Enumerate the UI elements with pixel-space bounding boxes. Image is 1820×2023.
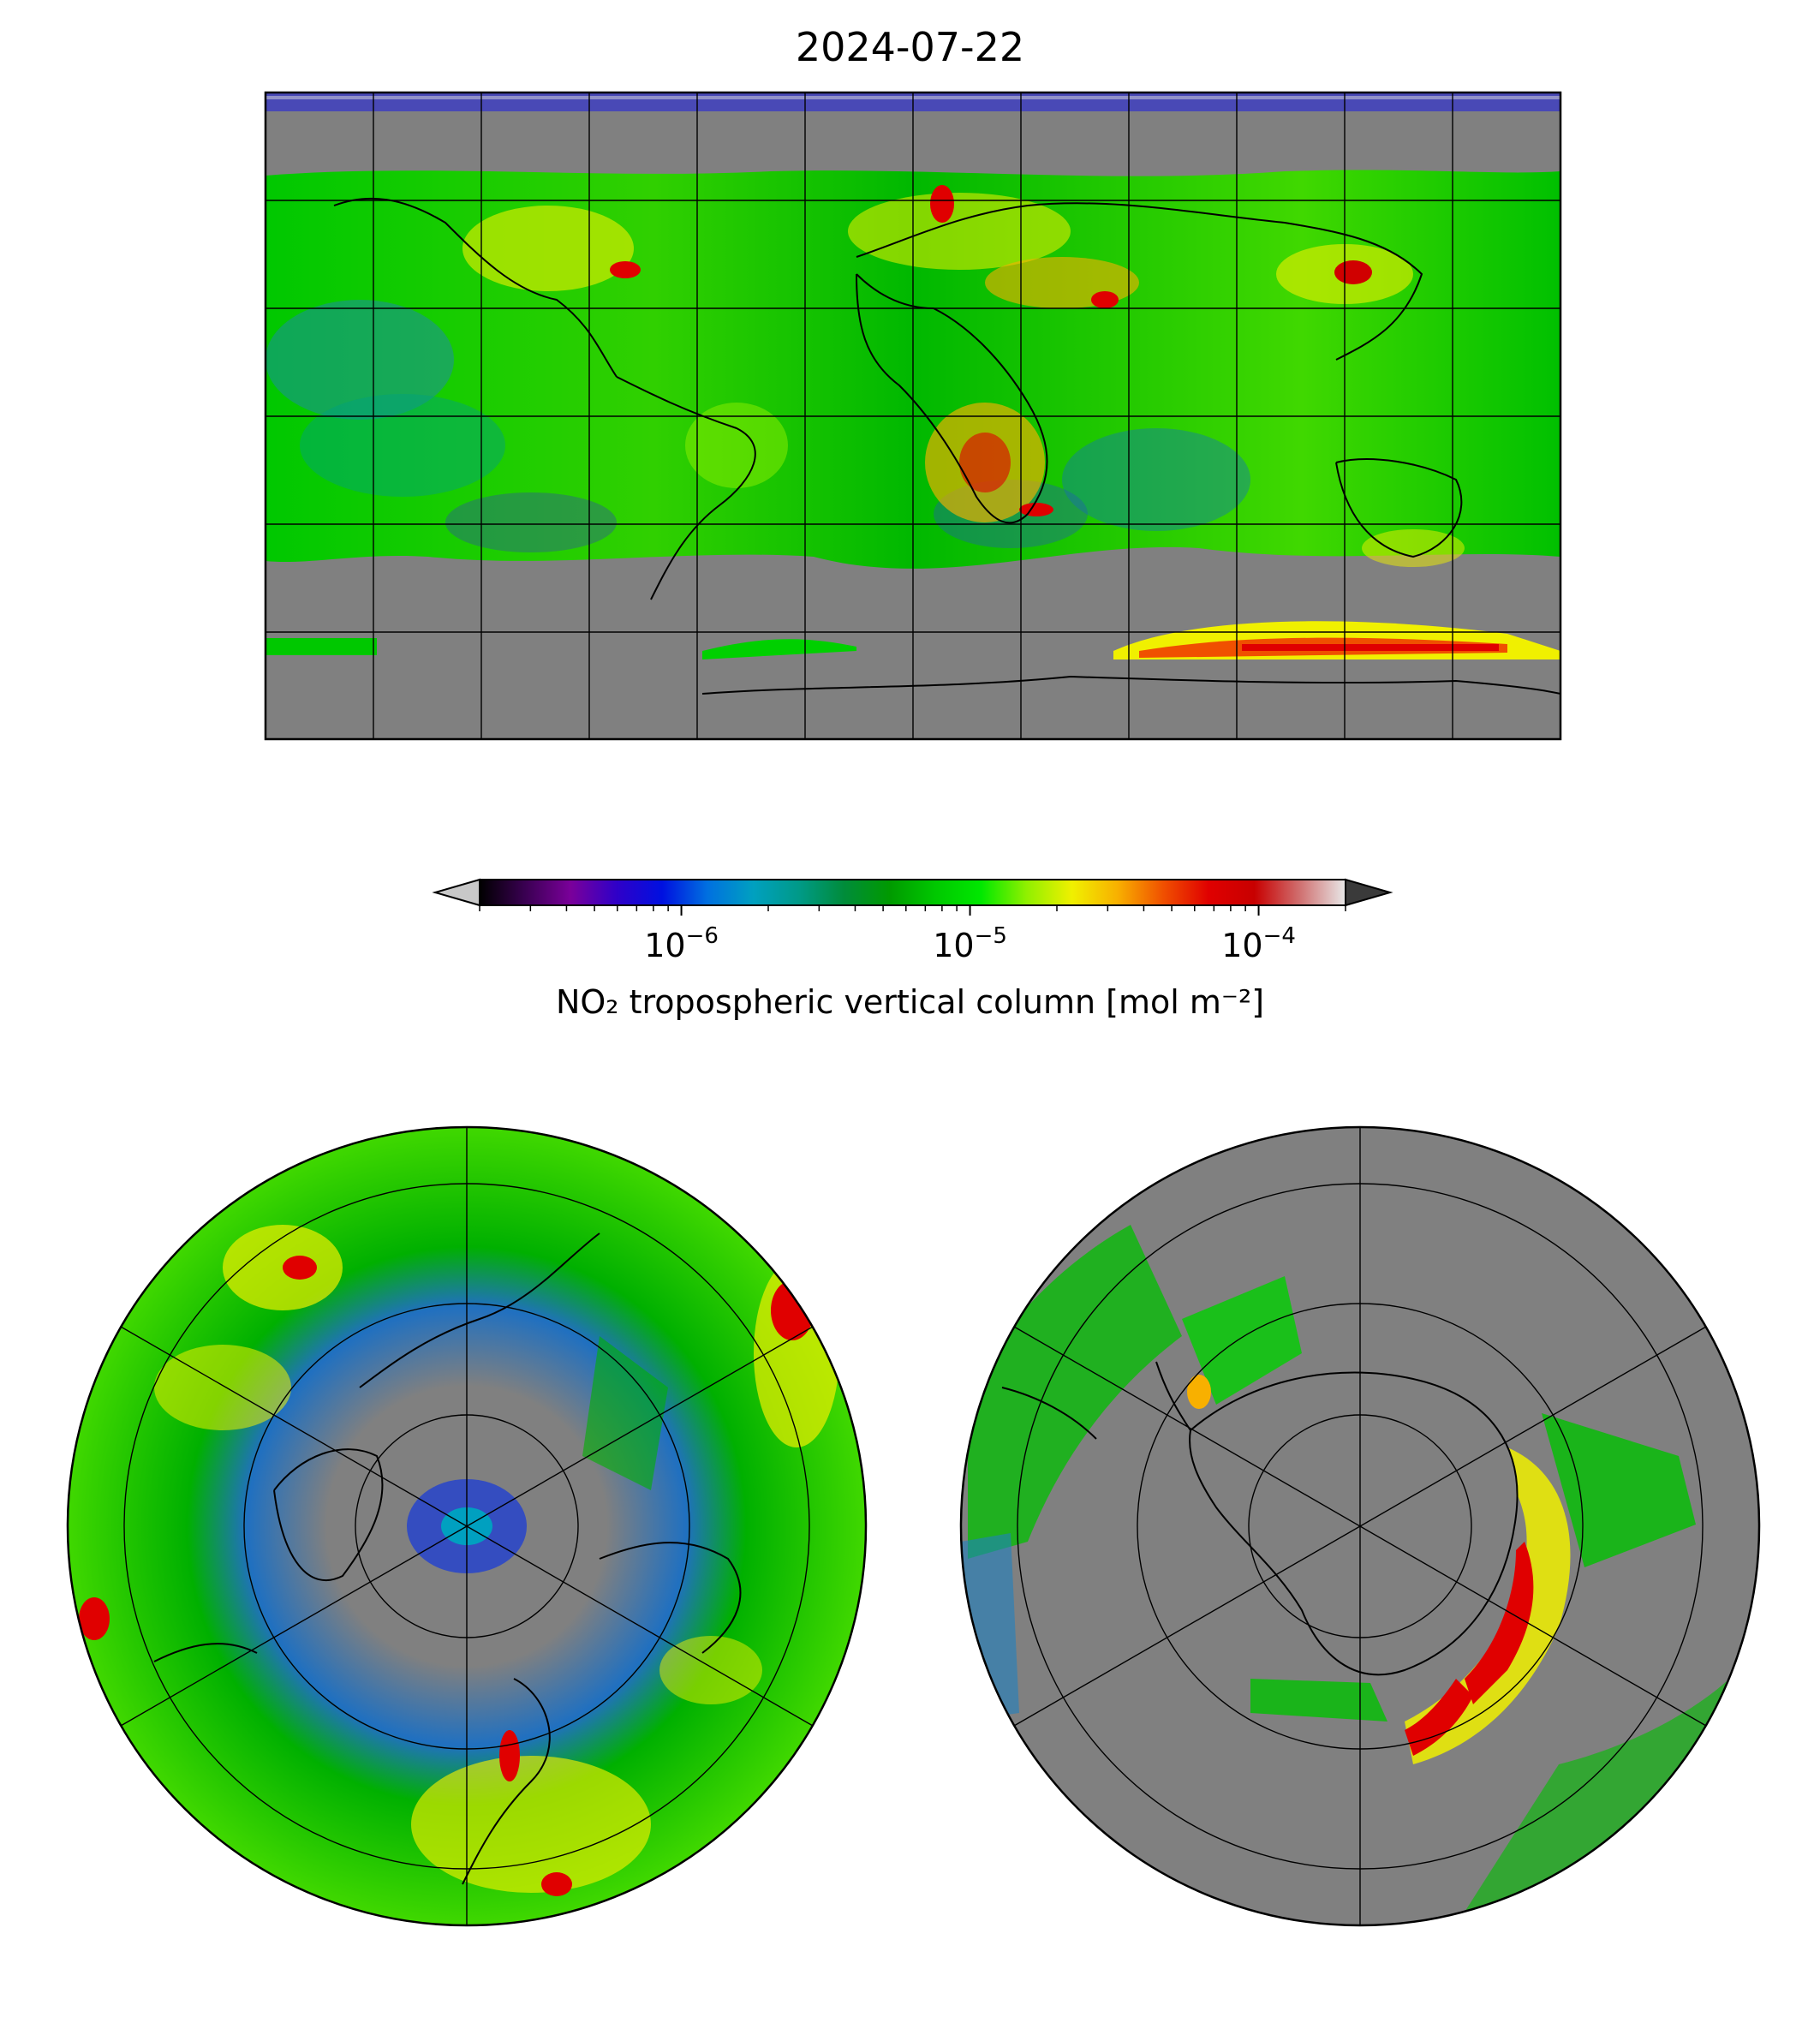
south-data-arc-east xyxy=(1405,1447,1571,1764)
global-gridlines xyxy=(266,92,1560,739)
figure-title: 2024-07-22 xyxy=(795,24,1025,70)
colorbar-gradient xyxy=(479,879,1346,906)
south-map-frame xyxy=(959,1125,1761,1927)
south-data-arc-west xyxy=(968,1225,1182,1559)
north-coastlines xyxy=(153,1232,742,1885)
south-graticule xyxy=(1013,1127,1707,1925)
east-asia-high xyxy=(1276,244,1413,304)
colorbar-tick-label: 10−6 xyxy=(644,923,719,964)
colorbar-label: NO₂ tropospheric vertical column [mol m⁻… xyxy=(555,983,1265,1021)
colorbar-ticks: 10−6 10−5 10−4 xyxy=(479,905,1346,964)
south-no-data-background xyxy=(961,1127,1759,1925)
north-map-frame xyxy=(66,1125,868,1927)
global-no-data-background xyxy=(266,92,1560,739)
colorbar-under-extension xyxy=(432,878,480,907)
global-data-band xyxy=(266,170,1560,569)
north-graticule xyxy=(120,1127,814,1925)
global-map-frame xyxy=(264,91,1562,741)
middle-east-high xyxy=(985,257,1139,308)
global-coastlines xyxy=(333,197,1560,695)
north-data-background xyxy=(68,1127,866,1925)
colorbar-tick-label: 10−5 xyxy=(933,923,1007,964)
antarctica-coastline xyxy=(1189,1371,1519,1676)
north-pole-low-patch xyxy=(407,1479,527,1573)
arctic-noise-strip xyxy=(266,92,1560,111)
colorbar-tick-label: 10−4 xyxy=(1221,923,1296,964)
europe-high xyxy=(848,193,1071,270)
southern-band xyxy=(702,639,856,659)
pacific-low-patch xyxy=(266,300,454,420)
africa-high xyxy=(925,403,1045,522)
north-america-high xyxy=(462,206,634,291)
colorbar-over-extension xyxy=(1345,878,1393,907)
